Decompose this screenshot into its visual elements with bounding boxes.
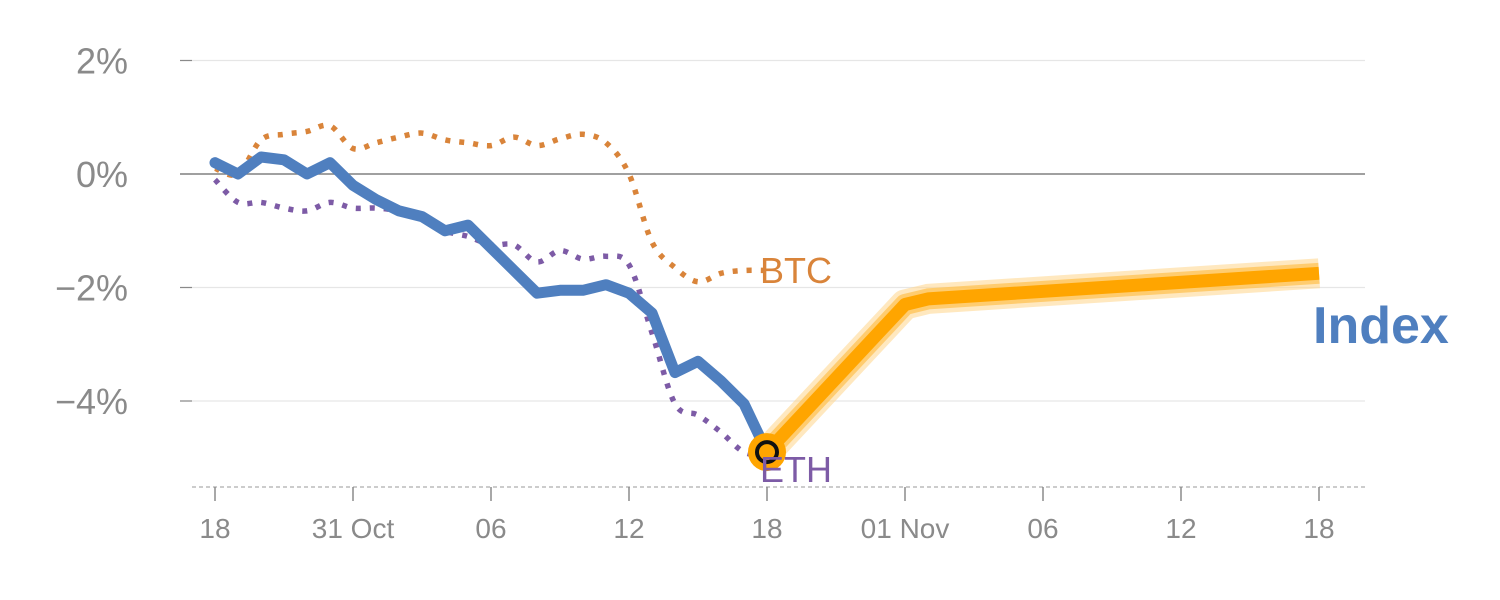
x-tick-label-7: 12 — [1165, 513, 1196, 544]
y-tick-label-1: 0% — [76, 154, 128, 195]
x-tick-label-6: 06 — [1027, 513, 1058, 544]
y-tick-label-3: −4% — [55, 381, 128, 422]
series-label-index: Index — [1313, 297, 1449, 355]
x-tick-label-5: 01 Nov — [861, 513, 950, 544]
y-tick-label-2: −2% — [55, 268, 128, 309]
series-line-btc — [215, 125, 767, 282]
x-tick-label-4: 18 — [751, 513, 782, 544]
x-tick-label-2: 06 — [475, 513, 506, 544]
x-tick-label-3: 12 — [613, 513, 644, 544]
x-tick-label-0: 18 — [199, 513, 230, 544]
grid-lines — [180, 61, 1365, 402]
y-tick-label-0: 2% — [76, 41, 128, 82]
series-line-eth — [215, 180, 767, 455]
series-line-index — [215, 157, 767, 452]
series — [215, 125, 1319, 471]
series-label-eth: ETH — [760, 449, 832, 490]
x-tick-label-1: 31 Oct — [312, 513, 395, 544]
series-label-btc: BTC — [760, 250, 832, 291]
x-tick-label-8: 18 — [1303, 513, 1334, 544]
